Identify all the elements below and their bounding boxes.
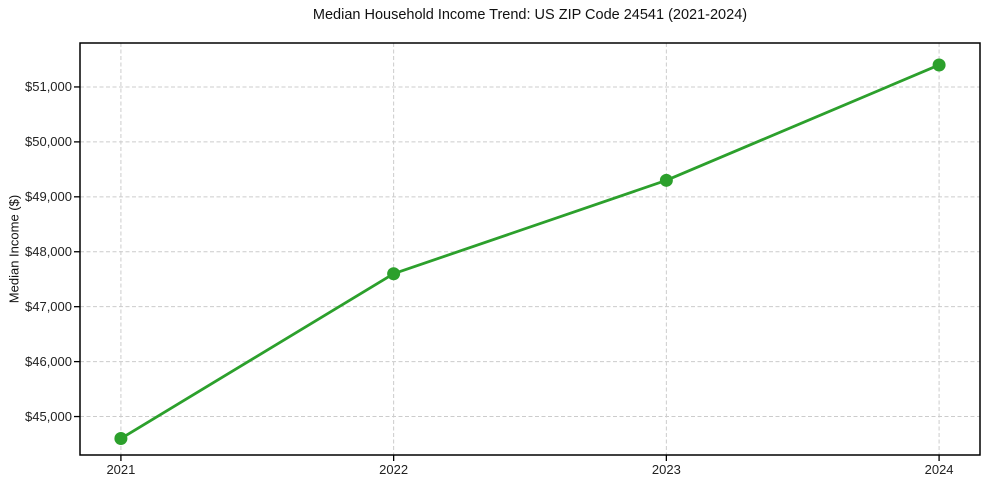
x-tick-label: 2022	[379, 462, 409, 477]
x-tick-label: 2024	[924, 462, 954, 477]
plot-area	[74, 42, 981, 461]
chart-title: Median Household Income Trend: US ZIP Co…	[312, 7, 748, 23]
data-point-marker	[387, 267, 401, 281]
y-tick-label: $46,000	[25, 353, 72, 369]
data-point-marker	[932, 58, 946, 72]
y-tick-label: $49,000	[25, 188, 72, 204]
y-tick-label: $45,000	[25, 408, 72, 424]
y-tick-label: $48,000	[25, 243, 72, 259]
y-tick-label: $47,000	[25, 298, 72, 314]
data-point-marker	[114, 432, 128, 446]
x-tick-label: 2023	[651, 462, 681, 477]
x-tick-label: 2021	[106, 462, 136, 477]
data-point-marker	[659, 173, 673, 187]
plot-border	[79, 42, 981, 456]
series-line	[119, 63, 941, 440]
y-tick-label: $51,000	[25, 78, 72, 94]
y-tick-label: $50,000	[25, 133, 72, 149]
